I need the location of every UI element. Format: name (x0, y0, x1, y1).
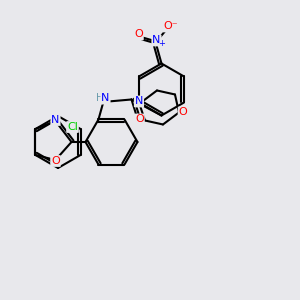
Text: O: O (51, 156, 60, 166)
Text: N: N (152, 35, 161, 46)
Text: O: O (134, 29, 143, 40)
Text: H: H (96, 94, 103, 103)
Text: N: N (101, 94, 110, 103)
Text: O⁻: O⁻ (163, 22, 178, 32)
Text: +: + (158, 39, 165, 48)
Text: N: N (135, 97, 143, 106)
Text: Cl: Cl (67, 122, 78, 132)
Text: N: N (51, 115, 60, 125)
Text: O: O (135, 115, 144, 124)
Text: O: O (178, 107, 187, 118)
